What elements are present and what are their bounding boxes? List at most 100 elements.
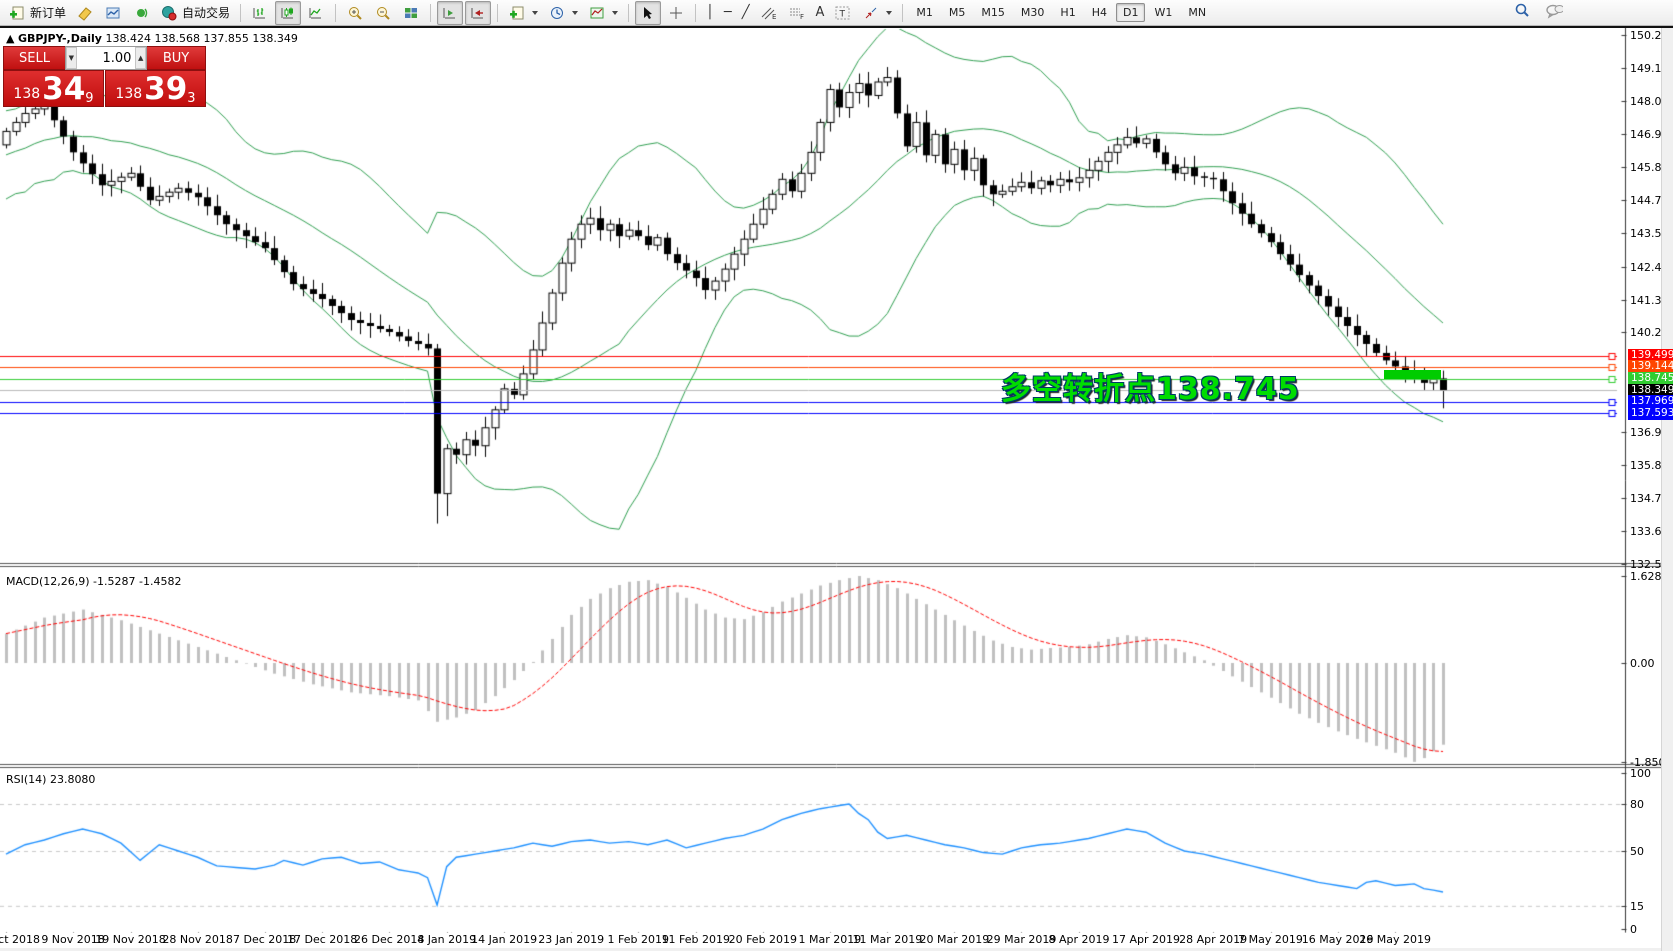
timeframe-button-H4[interactable]: H4 — [1091, 6, 1107, 19]
new-order-button[interactable]: 新订单 — [4, 1, 70, 25]
time-axis-label: 4 Jan 2019 — [417, 933, 477, 946]
time-axis-label: 17 Dec 2018 — [286, 933, 358, 946]
label-tool-button[interactable]: T — [830, 1, 856, 25]
text-tool-button[interactable]: A — [812, 1, 829, 25]
bar-chart-icon — [251, 4, 269, 22]
level-price-tag[interactable]: 138.745 — [1628, 372, 1673, 386]
toolbar-separator — [497, 3, 499, 22]
auto-scroll-button[interactable] — [437, 0, 464, 25]
time-axis-label: 1 Feb 2019 — [607, 933, 669, 946]
candlestick-chart-button[interactable] — [275, 0, 302, 25]
macd-axis-tick: 1.628 — [1630, 569, 1662, 583]
time-axis-label: 7 May 2019 — [1238, 933, 1303, 946]
text-icon: A — [815, 5, 825, 20]
search-icon[interactable] — [1513, 2, 1531, 20]
trendline-tool-button[interactable]: ╱ — [738, 1, 754, 25]
timeframe-button-M15[interactable]: M15 — [981, 6, 1005, 19]
time-axis-label: 11 Mar 2019 — [852, 933, 923, 946]
timeframe-button-M30[interactable]: M30 — [1020, 6, 1045, 19]
rsi-label: RSI(14) 23.8080 — [6, 773, 96, 786]
channel-icon: E — [760, 4, 778, 22]
level-price-tag[interactable]: 139.499 — [1628, 349, 1673, 363]
time-axis-label: 26 Dec 2018 — [354, 933, 425, 946]
horizontal-line-tool-button[interactable]: ─ — [720, 1, 736, 25]
crosshair-tool-button[interactable] — [663, 1, 689, 25]
time-axis-label: 20 Feb 2019 — [728, 933, 798, 946]
arrows-icon — [862, 4, 880, 22]
volume-input[interactable] — [76, 47, 136, 69]
time-axis-label: 28 Nov 2018 — [162, 933, 233, 946]
window-right-edge — [1661, 28, 1673, 951]
alerts-button[interactable] — [128, 1, 154, 25]
dropdown-caret-icon — [612, 10, 619, 15]
indicators-button[interactable] — [504, 1, 542, 25]
horizontal-line-icon: ─ — [723, 5, 732, 20]
zoom-out-button[interactable] — [370, 1, 396, 25]
level-price-tag[interactable]: 137.593 — [1628, 406, 1673, 420]
sell-price-prefix: 138 — [13, 85, 41, 102]
symbol-period-label: GBPJPY-,Daily — [17, 32, 102, 45]
buy-button[interactable]: BUY — [147, 46, 206, 70]
timeframe-button-MN[interactable]: MN — [1188, 6, 1207, 19]
chart-canvas[interactable] — [0, 28, 1673, 951]
time-axis-label: 8 Apr 2019 — [1048, 933, 1110, 946]
timeframe-button-M5[interactable]: M5 — [948, 6, 966, 19]
fibonacci-icon: F — [788, 4, 806, 22]
autotrading-icon — [160, 4, 178, 22]
line-chart-button[interactable] — [303, 1, 329, 25]
time-axis-label: 29 Mar 2019 — [986, 933, 1057, 946]
chart-shift-icon — [469, 4, 487, 22]
main-toolbar: 新订单 自动交易 — [0, 0, 1673, 26]
periods-button[interactable] — [544, 1, 582, 25]
timeframe-button-H1[interactable]: H1 — [1060, 6, 1076, 19]
chat-icon[interactable] — [1545, 2, 1563, 20]
alerts-icon — [132, 4, 150, 22]
toolbar-separator — [628, 3, 630, 22]
time-axis-label: 31 Oct 2018 — [0, 933, 41, 946]
sell-button[interactable]: SELL — [3, 46, 65, 70]
dropdown-caret-icon — [886, 10, 893, 15]
auto-scroll-icon — [441, 4, 459, 22]
templates-button[interactable] — [584, 1, 622, 25]
level-price-tag[interactable]: 137.969 — [1628, 395, 1673, 409]
volume-increase-button[interactable]: ▲ — [135, 47, 146, 69]
volume-decrease-button[interactable]: ▼ — [66, 47, 77, 69]
toolbar-separator — [240, 3, 242, 22]
arrows-tool-button[interactable] — [858, 1, 896, 25]
vertical-line-tool-button[interactable]: │ — [702, 1, 718, 25]
buy-price-big: 39 — [144, 71, 188, 107]
cursor-tool-button[interactable] — [635, 0, 662, 25]
time-axis-label: 23 Jan 2019 — [538, 933, 605, 946]
price-highlight-bar[interactable] — [1384, 370, 1441, 379]
vertical-line-icon: │ — [706, 5, 714, 20]
channel-tool-button[interactable]: E — [756, 1, 782, 25]
autotrading-button[interactable]: 自动交易 — [156, 1, 234, 25]
collapse-panel-icon[interactable]: ▲ — [6, 32, 15, 45]
sell-price-sup: 9 — [85, 91, 94, 106]
zoom-in-icon — [346, 4, 364, 22]
chart-text-annotation[interactable]: 多空转折点138.745 — [1001, 372, 1300, 407]
timeframe-button-M1[interactable]: M1 — [916, 6, 933, 19]
level-price-tag[interactable]: 139.144 — [1628, 360, 1673, 374]
sell-price-display[interactable]: 138 34 9 — [3, 70, 104, 107]
rsi-axis-tick: 0 — [1630, 923, 1637, 937]
profiles-button[interactable] — [72, 1, 98, 25]
charts-button[interactable] — [100, 1, 126, 25]
bar-chart-button[interactable] — [247, 1, 273, 25]
fibonacci-tool-button[interactable]: F — [784, 1, 810, 25]
timeframe-button-D1[interactable]: D1 — [1115, 3, 1146, 22]
rsi-axis-tick: 80 — [1630, 797, 1644, 811]
tile-windows-button[interactable] — [398, 1, 424, 25]
toolbar-separator — [430, 3, 432, 22]
autotrading-label: 自动交易 — [182, 6, 231, 20]
profiles-icon — [76, 4, 94, 22]
label-icon: T — [834, 4, 852, 22]
zoom-in-button[interactable] — [342, 1, 368, 25]
clock-icon — [548, 4, 566, 22]
current-price-tag[interactable]: 138.349 — [1628, 383, 1673, 397]
timeframe-button-W1[interactable]: W1 — [1154, 6, 1173, 19]
chart-shift-button[interactable] — [465, 0, 492, 25]
buy-price-display[interactable]: 138 39 3 — [105, 70, 206, 107]
